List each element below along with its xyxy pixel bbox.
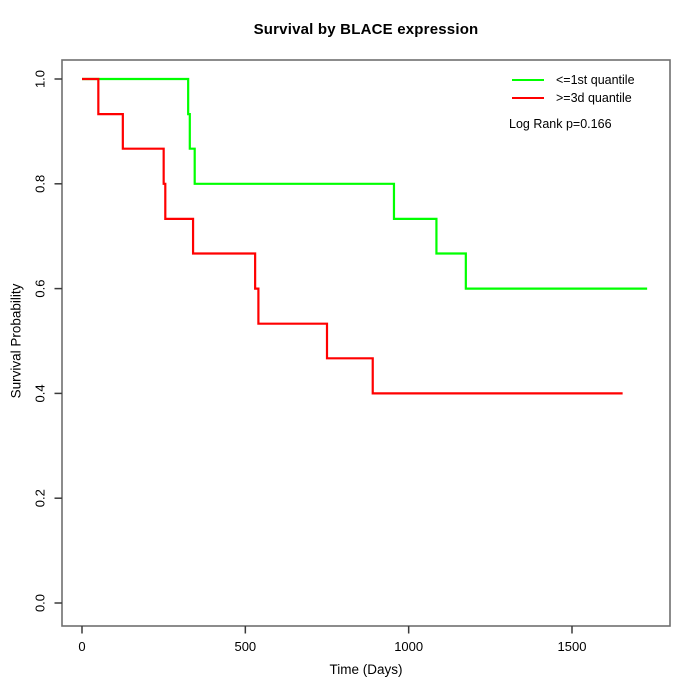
legend-row-first-quantile: <=1st quantile (512, 71, 635, 89)
x-tick-label: 1500 (558, 639, 587, 654)
chart-title: Survival by BLACE expression (253, 21, 479, 38)
y-axis-title: Survival Probability (8, 283, 24, 399)
y-tick-label: 1.0 (33, 70, 48, 88)
legend: <=1st quantile >=3d quantile (512, 71, 635, 107)
y-tick-label: 0.8 (33, 175, 48, 193)
x-tick-label: 500 (234, 639, 256, 654)
legend-label-first-quantile: <=1st quantile (556, 73, 635, 87)
x-tick-label: 0 (78, 639, 85, 654)
x-tick-label: 1000 (394, 639, 423, 654)
y-tick-label: 0.6 (33, 280, 48, 298)
y-tick-label: 0.2 (33, 489, 48, 507)
legend-line-red-icon (512, 96, 544, 100)
plot-box (61, 59, 671, 627)
log-rank-annotation: Log Rank p=0.166 (509, 117, 612, 131)
y-tick-label: 0.4 (33, 384, 48, 402)
x-axis-title: Time (Days) (329, 662, 403, 677)
legend-line-green-icon (512, 78, 544, 82)
y-tick-label: 0.0 (33, 594, 48, 612)
km-curve-green (82, 77, 648, 290)
km-curve-red (82, 77, 623, 395)
legend-row-third-quantile: >=3d quantile (512, 89, 635, 107)
legend-label-third-quantile: >=3d quantile (556, 91, 632, 105)
